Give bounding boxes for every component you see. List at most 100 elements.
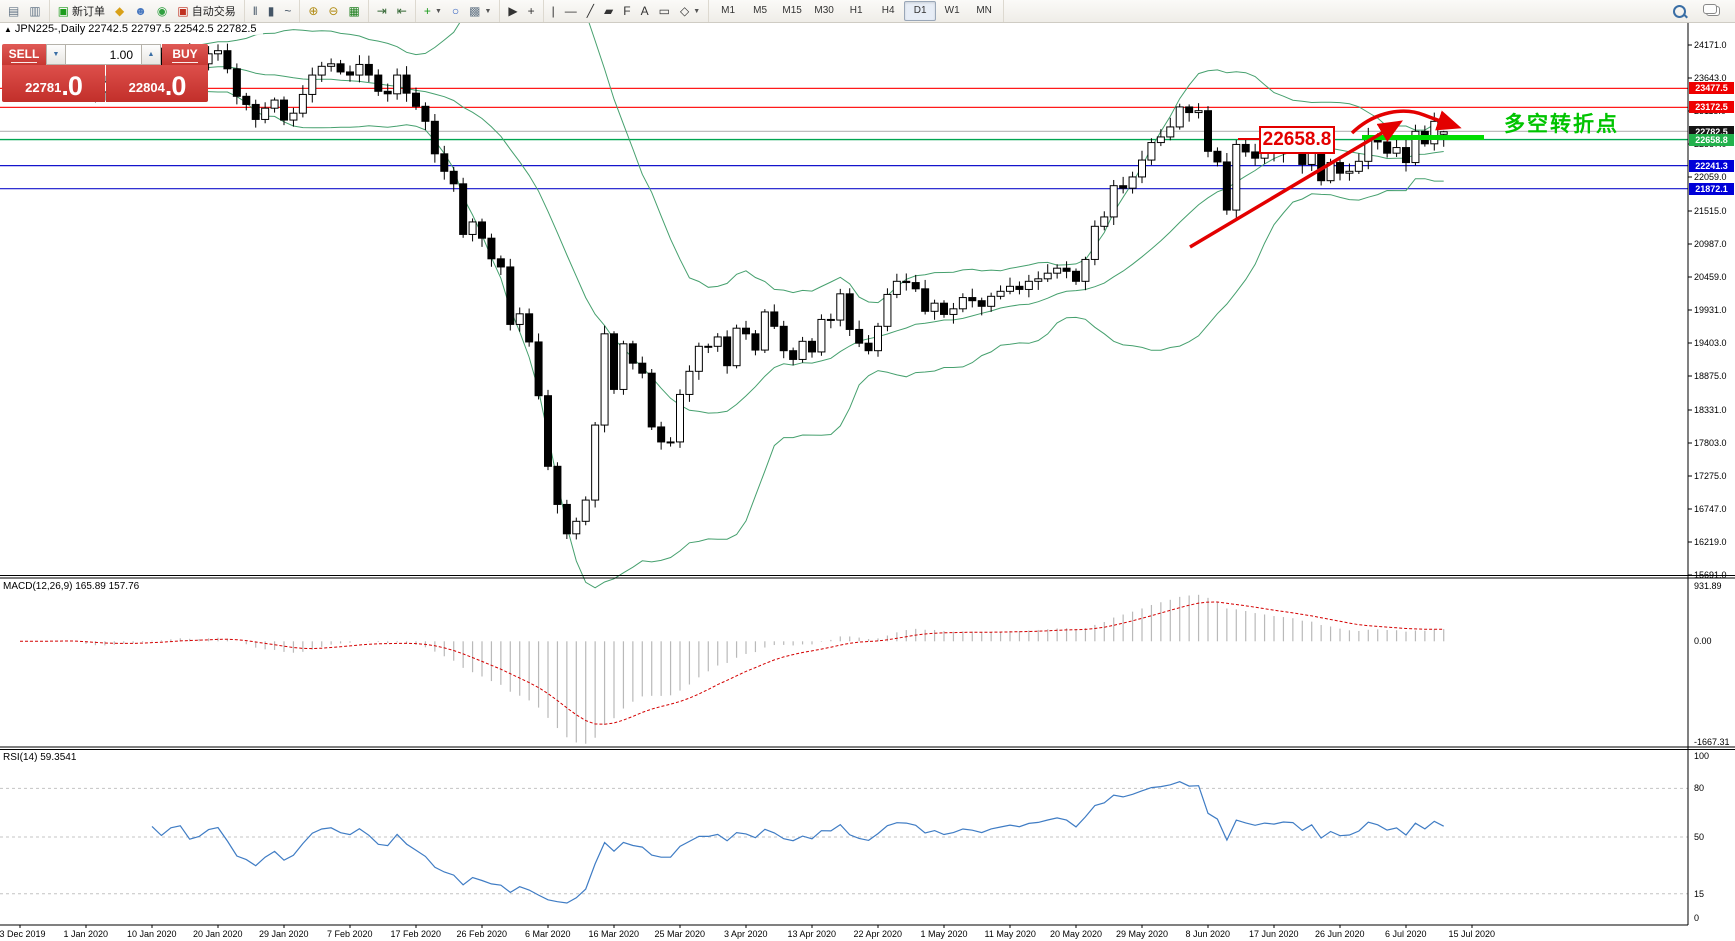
candle [1119, 185, 1128, 189]
buy-price-button[interactable]: 22804.0 [106, 65, 208, 102]
candle [1430, 120, 1439, 145]
candle [1345, 170, 1354, 174]
price-badge: 21872.1 [1689, 182, 1734, 195]
text-button[interactable]: A [636, 1, 654, 21]
candle [1185, 106, 1194, 114]
zoom-out-button[interactable]: ⊖ [323, 1, 343, 21]
timeframe-m5-button[interactable]: M5 [753, 5, 768, 16]
candle [742, 327, 750, 335]
timeframe-h4-button[interactable]: H4 [881, 5, 895, 16]
candle [921, 288, 930, 312]
chat-button[interactable] [1701, 1, 1725, 21]
crosshair-button[interactable]: + [523, 1, 540, 21]
time-tick-label: 15 Jul 2020 [1448, 929, 1496, 939]
trendline-button[interactable]: ╱ [582, 1, 599, 21]
candle [845, 293, 854, 330]
time-tick-label: 26 Feb 2020 [456, 929, 508, 939]
candle [1232, 143, 1241, 211]
signals-button[interactable]: ◉ [152, 1, 172, 21]
time-tick-label: 29 May 2020 [1116, 929, 1169, 939]
experts-button[interactable]: ☻ [129, 1, 152, 21]
price-tick-label: 17275.0 [1694, 471, 1727, 481]
candle [1072, 270, 1080, 282]
candle [940, 302, 948, 315]
candle [1354, 160, 1363, 172]
new-order-label: 新订单 [72, 6, 106, 18]
chart-candles-icon: ▮ [267, 4, 275, 18]
candle [808, 340, 816, 353]
chart-shift-icon: ⇤ [396, 4, 407, 18]
arrows-button[interactable]: ◇ ▼ [675, 1, 705, 21]
zoom-in-icon: ⊕ [308, 4, 319, 18]
candle [977, 300, 986, 307]
candle [515, 313, 524, 325]
chart-candles-button[interactable]: ▮ [263, 1, 280, 21]
templates-dropdown-icon[interactable]: ▼ [484, 7, 492, 15]
symbol-expand-icon[interactable]: ▲ [4, 25, 12, 34]
candle [572, 520, 581, 535]
candle [1043, 272, 1052, 280]
charts-list-button[interactable]: ▤ [3, 1, 24, 21]
candle [525, 313, 534, 343]
sell-price-button[interactable]: 22781.0 [2, 65, 105, 102]
volume-decrease-button[interactable]: ▼ [46, 44, 66, 65]
timeframe-m15-button[interactable]: M15 [782, 5, 802, 16]
candle [1147, 142, 1156, 161]
chart-bars-button[interactable]: ‖ [248, 1, 263, 21]
chart-shift-button[interactable]: ⇤ [392, 1, 412, 21]
text-label-button[interactable]: ▭ [654, 1, 675, 21]
indicators-dropdown-icon[interactable]: ▼ [434, 7, 442, 15]
timeframe-mn-button[interactable]: MN [976, 5, 992, 16]
chart-bars-icon: ‖ [252, 4, 258, 18]
timeframe-h1-button[interactable]: H1 [849, 5, 863, 16]
search-button[interactable] [1668, 1, 1691, 21]
price-tag-annotation: 22658.8 [1259, 126, 1335, 154]
time-tick-label: 1 May 2020 [920, 929, 968, 939]
periods-button[interactable]: ○ [447, 1, 464, 21]
buy-price-value: 22804 [128, 80, 165, 95]
text-label-icon: ▭ [658, 4, 670, 18]
data-window-button[interactable]: ▥ [24, 1, 45, 21]
candle [760, 311, 769, 351]
timeframe-d1-button[interactable]: D1 [904, 1, 937, 21]
horizontal-line-button[interactable]: — [560, 1, 582, 21]
toolbar-group-0: ▤ ▥ [0, 0, 50, 22]
chart-line-button[interactable]: ~ [279, 1, 296, 21]
buy-button[interactable]: BUY [162, 44, 208, 65]
arrows-icon: ◇ [679, 4, 690, 18]
indicators-button[interactable]: + ▼ [419, 1, 447, 21]
time-tick-label: 11 May 2020 [984, 929, 1036, 939]
candle [402, 74, 411, 94]
new-order-button[interactable]: ▣ 新订单 [53, 1, 110, 21]
styler-button[interactable]: ◆ [110, 1, 129, 21]
candle [874, 325, 882, 352]
timeframe-m1-button[interactable]: M1 [721, 5, 736, 16]
arrows-dropdown-icon[interactable]: ▼ [693, 7, 701, 15]
rsi-label: RSI(14) 59.3541 [3, 752, 77, 763]
timeframe-m30-button[interactable]: M30 [814, 5, 834, 16]
volume-field[interactable]: 1.00 [66, 44, 141, 65]
chart-symbol-line: ▲ JPN225-,Daily 22742.5 22797.5 22542.5 2… [4, 23, 263, 35]
candle [430, 120, 439, 155]
candle [789, 350, 798, 360]
zoom-in-button[interactable]: ⊕ [303, 1, 323, 21]
price-badge: 23172.5 [1689, 101, 1734, 114]
sell-button[interactable]: SELL [2, 44, 46, 65]
tile-windows-button[interactable]: ▦ [343, 1, 364, 21]
macd-label: MACD(12,26,9) 165.89 157.76 [3, 581, 140, 592]
rsi-tick-label: 50 [1694, 832, 1705, 842]
autotrade-button[interactable]: ▣ 自动交易 [172, 1, 240, 21]
chart-line-icon: ~ [284, 4, 292, 18]
cursor-button[interactable]: ▶ [503, 1, 522, 21]
timeframe-w1-button[interactable]: W1 [944, 5, 960, 16]
templates-button[interactable]: ▩ ▼ [464, 1, 496, 21]
equidistant-channel-button[interactable]: ▰ [599, 1, 618, 21]
fibonacci-button[interactable]: F [618, 1, 635, 21]
auto-scroll-button[interactable]: ⇥ [372, 1, 392, 21]
vertical-line-button[interactable]: | [547, 1, 560, 21]
volume-increase-button[interactable]: ▲ [141, 44, 161, 65]
candle [591, 424, 600, 501]
toolbar-group-7: | — ╱ ▰ F A ▭ ◇ ▼ [544, 0, 710, 22]
